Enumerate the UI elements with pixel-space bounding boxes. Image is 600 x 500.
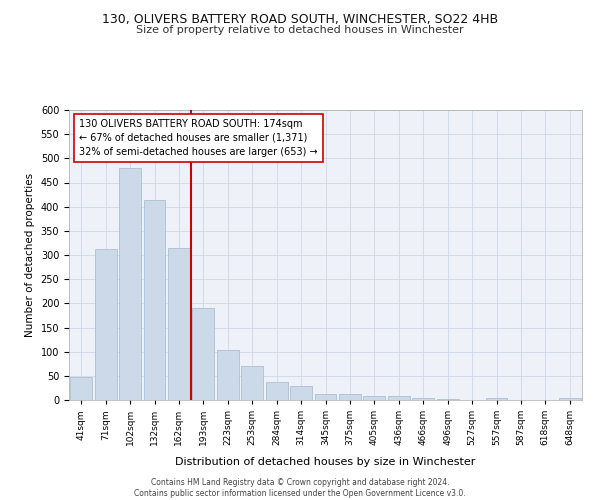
Text: Contains HM Land Registry data © Crown copyright and database right 2024.
Contai: Contains HM Land Registry data © Crown c… <box>134 478 466 498</box>
Bar <box>241 366 263 400</box>
Bar <box>559 398 581 400</box>
Bar <box>168 248 190 400</box>
Bar <box>217 350 239 400</box>
Bar <box>193 308 214 400</box>
Bar <box>314 394 337 400</box>
Bar <box>266 382 287 400</box>
Text: 130 OLIVERS BATTERY ROAD SOUTH: 174sqm
← 67% of detached houses are smaller (1,3: 130 OLIVERS BATTERY ROAD SOUTH: 174sqm ←… <box>79 118 318 156</box>
X-axis label: Distribution of detached houses by size in Winchester: Distribution of detached houses by size … <box>175 456 476 466</box>
Bar <box>485 398 508 400</box>
Text: 130, OLIVERS BATTERY ROAD SOUTH, WINCHESTER, SO22 4HB: 130, OLIVERS BATTERY ROAD SOUTH, WINCHES… <box>102 12 498 26</box>
Bar <box>437 398 458 400</box>
Text: Size of property relative to detached houses in Winchester: Size of property relative to detached ho… <box>136 25 464 35</box>
Bar <box>290 386 312 400</box>
Bar <box>70 378 92 400</box>
Bar <box>95 249 116 400</box>
Bar <box>119 168 141 400</box>
Y-axis label: Number of detached properties: Number of detached properties <box>25 173 35 337</box>
Bar <box>143 200 166 400</box>
Bar <box>364 396 385 400</box>
Bar <box>412 398 434 400</box>
Bar <box>388 396 410 400</box>
Bar <box>339 394 361 400</box>
